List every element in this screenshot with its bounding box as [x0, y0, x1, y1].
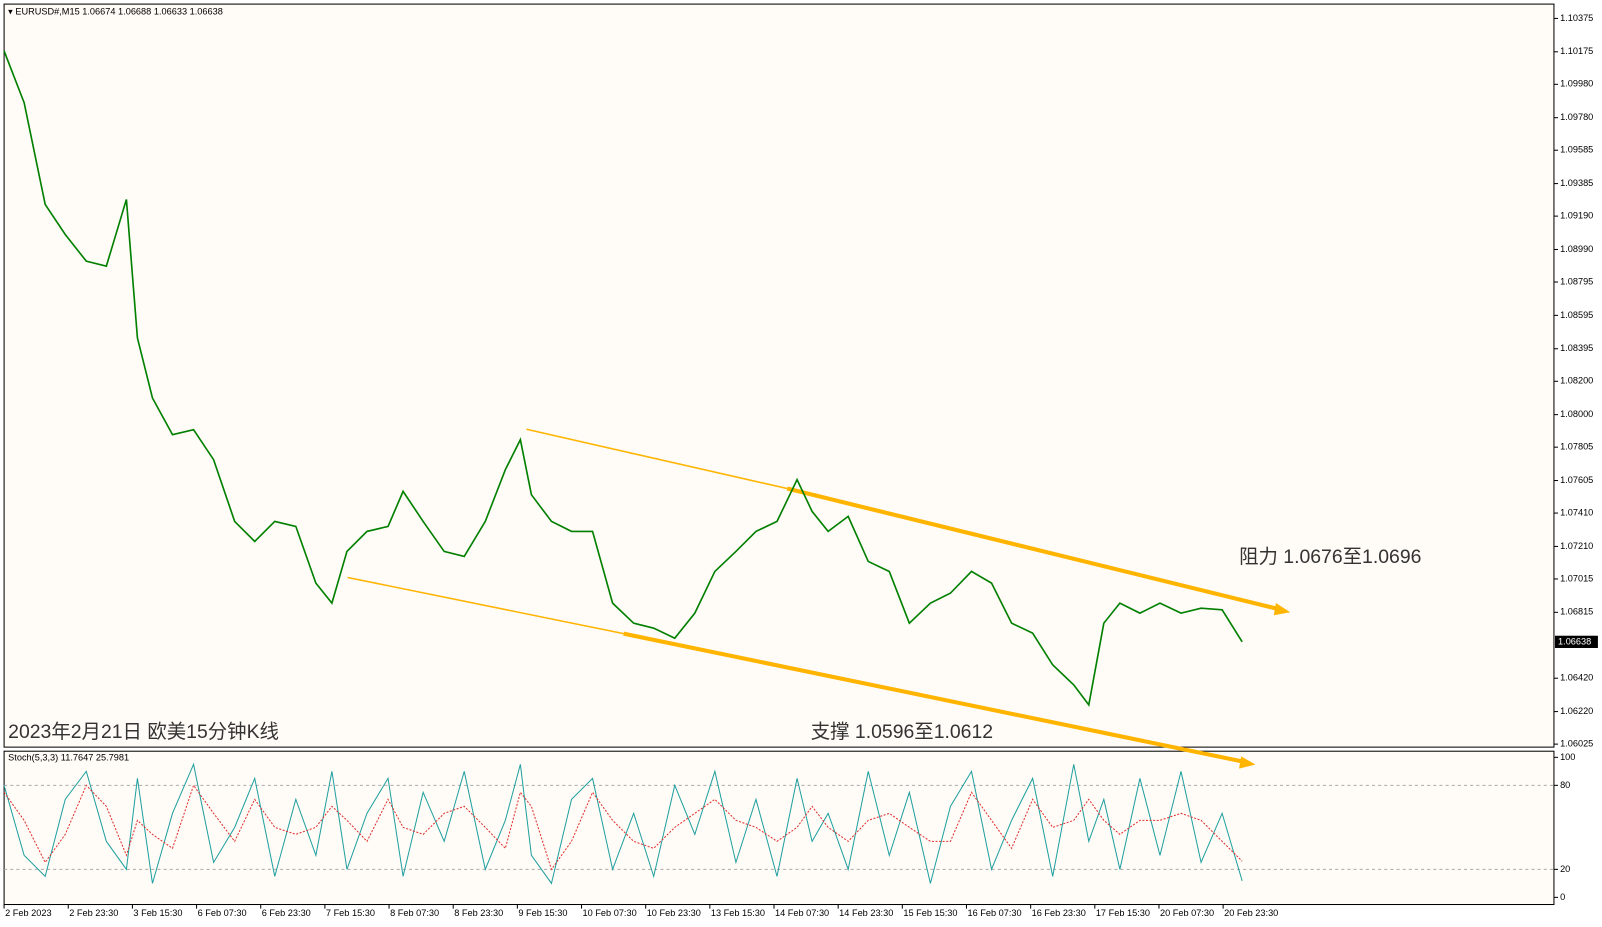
- y-tick-label: 1.10175: [1560, 46, 1593, 56]
- price-line: [3, 762, 1243, 885]
- x-tick-label: 2 Feb 2023: [5, 908, 52, 918]
- resistance-label: 阻力 1.0676至1.0696: [1239, 546, 1421, 568]
- x-tick-label: 20 Feb 23:30: [1224, 908, 1278, 918]
- price-line: [3, 50, 1243, 707]
- x-tick-label: 8 Feb 23:30: [454, 908, 503, 918]
- x-tick-label: 15 Feb 15:30: [903, 908, 957, 918]
- x-tick-label: 2 Feb 23:30: [69, 908, 118, 918]
- y-tick-label: 1.06220: [1560, 706, 1593, 716]
- x-tick-label: 13 Feb 15:30: [711, 908, 765, 918]
- y-tick-label: 1.06025: [1560, 739, 1593, 749]
- y-tick-label: 1.08595: [1560, 310, 1593, 320]
- y-tick-label: 1.07805: [1560, 442, 1593, 452]
- x-tick-label: 10 Feb 23:30: [647, 908, 701, 918]
- x-tick-label: 16 Feb 07:30: [968, 908, 1022, 918]
- y-tick-label: 1.08395: [1560, 343, 1593, 353]
- channel-line: [347, 576, 624, 635]
- x-tick-label: 10 Feb 07:30: [583, 908, 637, 918]
- stoch-signal: 25.7981: [96, 753, 129, 763]
- x-tick-label: 6 Feb 07:30: [198, 908, 247, 918]
- high: 1.06688: [118, 7, 151, 17]
- x-tick-label: 16 Feb 23:30: [1032, 908, 1086, 918]
- x-tick-label: 8 Feb 07:30: [390, 908, 439, 918]
- stoch-main: 11.7647: [61, 753, 94, 763]
- support-line: [623, 631, 1248, 765]
- x-tick-label: 17 Feb 15:30: [1096, 908, 1150, 918]
- y-tick-label: 1.06815: [1560, 607, 1593, 617]
- y-tick-label: 1.07605: [1560, 475, 1593, 485]
- y-tick-label: 1.09190: [1560, 211, 1593, 221]
- stoch-header: Stoch(5,3,3) 11.7647 25.7981: [8, 753, 129, 763]
- resistance-line: [786, 486, 1284, 613]
- x-tick-label: 9 Feb 15:30: [518, 908, 567, 918]
- y-tick-label: 1.08795: [1560, 276, 1593, 286]
- arrow-head: [1273, 603, 1291, 616]
- support-label: 支撑 1.0596至1.0612: [811, 721, 993, 743]
- low: 1.06633: [154, 7, 187, 17]
- stoch-title: Stoch(5,3,3): [8, 753, 58, 763]
- x-tick-label: 3 Feb 15:30: [133, 908, 182, 918]
- current-price-box: [1554, 635, 1598, 648]
- current-price-label: 1.06638: [1558, 636, 1591, 646]
- y-tick-label: 0: [1560, 892, 1565, 902]
- y-tick-label: 1.09780: [1560, 112, 1593, 122]
- y-tick-label: 1.09385: [1560, 178, 1593, 188]
- x-tick-label: 7 Feb 15:30: [326, 908, 375, 918]
- y-tick-label: 1.07210: [1560, 541, 1593, 551]
- x-tick-label: 6 Feb 23:30: [262, 908, 311, 918]
- open: 1.06674: [82, 7, 115, 17]
- y-tick-label: 1.10375: [1560, 13, 1593, 23]
- stoch-pane: [3, 750, 1555, 906]
- channel-line: [526, 428, 788, 490]
- y-tick-label: 20: [1560, 864, 1570, 874]
- y-tick-label: 1.09585: [1560, 145, 1593, 155]
- y-tick-label: 80: [1560, 780, 1570, 790]
- price-pane: [3, 3, 1555, 748]
- y-tick-label: 1.08990: [1560, 244, 1593, 254]
- x-tick-label: 14 Feb 23:30: [839, 908, 893, 918]
- y-tick-label: 100: [1560, 752, 1575, 762]
- y-tick-label: 1.09980: [1560, 79, 1593, 89]
- y-tick-label: 1.07410: [1560, 507, 1593, 517]
- y-tick-label: 1.08200: [1560, 376, 1593, 386]
- header: ▾ EURUSD#,M15 1.06674 1.06688 1.06633 1.…: [8, 7, 223, 17]
- symbol: EURUSD#,M15: [15, 7, 79, 17]
- arrow-head: [1239, 756, 1256, 769]
- y-tick-label: 1.08000: [1560, 409, 1593, 419]
- x-tick-label: 14 Feb 07:30: [775, 908, 829, 918]
- y-tick-label: 1.07015: [1560, 573, 1593, 583]
- x-tick-label: 20 Feb 07:30: [1160, 908, 1214, 918]
- y-tick-label: 1.06420: [1560, 673, 1593, 683]
- price-line: [3, 784, 1243, 871]
- close: 1.06638: [190, 7, 223, 17]
- chart-caption: 2023年2月21日 欧美15分钟K线: [8, 721, 279, 743]
